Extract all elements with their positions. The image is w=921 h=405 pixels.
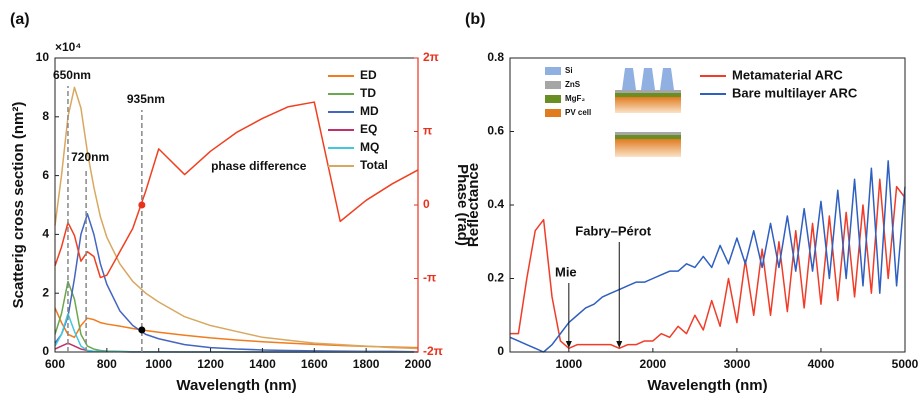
y2-tick-label: 2π <box>423 50 439 64</box>
arrow-head <box>616 341 623 348</box>
y2-axis-label: Phase (rad) <box>454 164 471 246</box>
y-tick-label: 10 <box>36 50 50 64</box>
y-tick-label: 0.6 <box>487 124 504 138</box>
x-tick-label: 4000 <box>808 357 835 371</box>
inset-label: PV cell <box>565 108 591 117</box>
x-tick-label: 5000 <box>892 357 919 371</box>
legend-label: MQ <box>360 140 379 154</box>
legend-label: Metamaterial ARC <box>732 67 843 82</box>
annotation-label: Fabry–Pérot <box>575 223 652 238</box>
series-line <box>54 213 419 353</box>
y2-tick-label: 0 <box>423 197 430 211</box>
x-tick-label: 2000 <box>405 357 432 371</box>
series-line <box>510 178 906 350</box>
reference-label: 720nm <box>71 150 109 164</box>
legend-label: TD <box>360 86 376 100</box>
x-tick-label: 1800 <box>353 357 380 371</box>
reference-label: 650nm <box>53 68 91 82</box>
point-marker <box>138 326 146 334</box>
series-line <box>509 160 906 353</box>
y-tick-label: 4 <box>42 227 49 241</box>
plot-frame <box>54 57 419 353</box>
x-tick-label: 1000 <box>145 357 172 371</box>
y-tick-label: 2 <box>42 285 49 299</box>
inset-swatch <box>545 95 561 103</box>
reference-label: 935nm <box>127 92 165 106</box>
x-tick-label: 1400 <box>249 357 276 371</box>
arrow-head <box>565 341 572 348</box>
y-tick-label: 0.2 <box>487 271 504 285</box>
y-axis-label: Scatterig cross section (nm²) <box>10 102 27 309</box>
x-tick-label: 1000 <box>555 357 582 371</box>
y2-tick-label: -2π <box>423 344 443 358</box>
x-tick-label: 600 <box>45 357 65 371</box>
y-tick-label: 8 <box>42 109 49 123</box>
y2-tick-label: π <box>423 124 432 138</box>
inset-label: Si <box>565 66 573 75</box>
point-marker <box>138 201 146 209</box>
y-tick-label: 6 <box>42 168 49 182</box>
legend-label: ED <box>360 68 377 82</box>
series-label: phase difference <box>211 159 307 173</box>
panel-label: (b) <box>465 11 485 28</box>
inset-swatch <box>545 81 561 89</box>
x-axis-label: Wavelength (nm) <box>176 377 296 394</box>
inset-swatch <box>545 67 561 75</box>
y-tick-label: 0 <box>497 344 504 358</box>
legend-label: Bare multilayer ARC <box>732 85 858 100</box>
inset-diagram <box>615 68 681 157</box>
inset-swatch <box>545 109 561 117</box>
inset-label: ZnS <box>565 80 581 89</box>
series-line <box>54 101 419 279</box>
x-tick-label: 1200 <box>197 357 224 371</box>
y-tick-label: 0 <box>42 344 49 358</box>
series-line <box>54 86 419 350</box>
legend-label: EQ <box>360 122 377 136</box>
legend-label: Total <box>360 158 388 172</box>
x-tick-label: 3000 <box>724 357 751 371</box>
x-tick-label: 2000 <box>640 357 667 371</box>
y-tick-label: 0.8 <box>487 50 504 64</box>
annotation-label: Mie <box>555 264 577 279</box>
x-axis-label: Wavelength (nm) <box>647 377 767 394</box>
panel-label: (a) <box>10 11 30 28</box>
inset-label: MgF₂ <box>565 94 585 103</box>
series-line <box>54 307 419 349</box>
y-axis-label: Reflectance <box>465 163 482 247</box>
x-tick-label: 800 <box>97 357 117 371</box>
y-tick-label: 0.4 <box>487 197 504 211</box>
legend-label: MD <box>360 104 379 118</box>
y2-tick-label: -π <box>423 271 436 285</box>
y-multiplier: ×10⁴ <box>55 40 81 54</box>
series-line <box>54 280 418 353</box>
x-tick-label: 1600 <box>301 357 328 371</box>
